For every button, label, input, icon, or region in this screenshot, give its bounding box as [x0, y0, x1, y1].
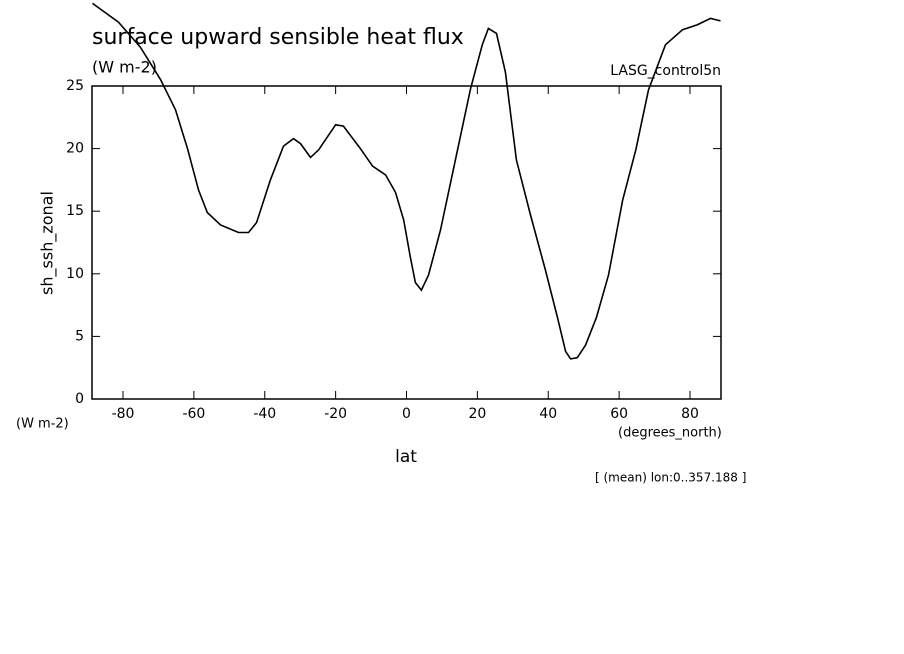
- note: [ (mean) lon:0..357.188 ]: [595, 471, 746, 485]
- x-units: (degrees_north): [618, 426, 722, 441]
- x-tick-label: -60: [182, 406, 205, 422]
- x-tick-label: 20: [468, 406, 486, 422]
- x-tick-label: 0: [402, 406, 411, 422]
- y-axis-label: sh_ssh_zonal: [38, 191, 58, 295]
- x-tick-label: -80: [112, 406, 135, 422]
- y-tick-label: 15: [66, 203, 84, 219]
- x-tick-label: -20: [324, 406, 347, 422]
- y-tick-label: 20: [66, 141, 84, 157]
- chart-title: surface upward sensible heat flux: [92, 25, 464, 50]
- y-tick-label: 25: [66, 78, 84, 94]
- x-tick-label: 80: [681, 406, 699, 422]
- y-tick-label: 5: [75, 328, 84, 344]
- x-axis-label: lat: [395, 447, 417, 467]
- dataset-label: LASG_control5n: [610, 63, 721, 79]
- y-tick-label: 0: [75, 391, 84, 407]
- y-tick-label: 10: [66, 266, 84, 282]
- x-tick-label: -40: [253, 406, 276, 422]
- subtitle: (W m-2): [92, 58, 157, 77]
- x-tick-label: 40: [539, 406, 557, 422]
- data-line: [92, 2, 721, 360]
- x-tick-label: 60: [610, 406, 628, 422]
- y-units: (W m-2): [16, 417, 69, 432]
